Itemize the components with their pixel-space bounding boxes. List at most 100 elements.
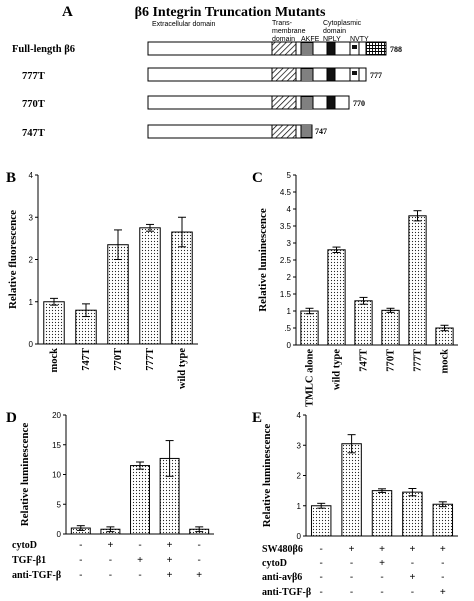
construct-bar — [147, 95, 350, 110]
nvty-mark — [352, 71, 357, 75]
condition-sign: + — [349, 544, 355, 555]
label-nply: NPLY — [323, 36, 341, 43]
y-tick-label: 1 — [297, 502, 302, 511]
condition-sign: - — [441, 558, 444, 569]
condition-sign: + — [440, 587, 446, 598]
category-label: 770T — [386, 349, 397, 372]
condition-sign: - — [350, 558, 353, 569]
condition-label: cytoD — [12, 540, 37, 551]
construct-770t: 770T 770 — [22, 95, 365, 110]
condition-sign: - — [198, 540, 201, 551]
y-tick-label: 20 — [52, 411, 61, 420]
chart-b: 0 1 2 3 4 Relative fluorescence mock 747T 770T 77… — [7, 171, 198, 389]
y-tick-label: 10 — [52, 471, 61, 480]
nply-segment — [326, 67, 336, 82]
condition-sign: - — [380, 587, 383, 598]
condition-label: anti-TGF-β — [262, 587, 311, 598]
condition-sign: - — [411, 558, 414, 569]
construct-end-label: 777 — [370, 71, 382, 80]
construct-777t: 777T 777 — [22, 67, 382, 82]
panel-a: A β6 Integrin Truncation Mutants Extrace… — [12, 4, 402, 139]
condition-sign: - — [320, 587, 323, 598]
y-tick-label: 1 — [29, 298, 34, 307]
c-terminal-segment — [365, 41, 387, 56]
bar — [130, 465, 150, 535]
condition-sign: - — [411, 587, 414, 598]
condition-label: TGF-β1 — [12, 555, 46, 566]
akfe-segment — [300, 124, 313, 139]
construct-747t: 747T 747 — [22, 124, 327, 139]
panel-b-letter: B — [6, 170, 16, 186]
category-label: 777T — [413, 349, 424, 372]
label-nvty: NVTY — [350, 36, 369, 43]
condition-sign: + — [167, 570, 173, 581]
y-tick-label: 15 — [52, 441, 61, 450]
condition-label: SW480β6 — [262, 544, 303, 555]
condition-sign: - — [350, 572, 353, 583]
bar — [310, 505, 332, 537]
condition-sign: + — [440, 544, 446, 555]
akfe-segment — [300, 67, 314, 82]
y-tick-label: 0 — [287, 341, 292, 350]
construct-name: 747T — [22, 128, 45, 139]
akfe-segment — [300, 41, 314, 56]
y-tick-label: 3 — [29, 213, 34, 222]
category-label: mock — [440, 349, 451, 374]
construct-name: 777T — [22, 71, 45, 82]
nply-segment — [326, 41, 336, 56]
condition-sign: - — [320, 558, 323, 569]
label-akfe: AKFE — [301, 36, 320, 43]
y-tick-label: 1 — [287, 307, 292, 316]
condition-sign: - — [198, 555, 201, 566]
label-extracellular: Extracellular domain — [152, 21, 216, 28]
condition-sign: + — [137, 555, 143, 566]
bar — [354, 300, 373, 346]
bar — [432, 503, 454, 537]
panel-c-letter: C — [252, 170, 263, 186]
nply-segment — [326, 95, 336, 110]
condition-sign: + — [379, 544, 385, 555]
condition-sign: + — [167, 555, 173, 566]
y-axis-label: Relative luminescence — [261, 424, 273, 528]
y-tick-label: 2.5 — [280, 256, 292, 265]
bar — [327, 249, 346, 346]
y-axis-label: Relative fluorescence — [7, 210, 19, 309]
category-label: 747T — [81, 348, 92, 371]
category-label: 777T — [145, 348, 156, 371]
bar — [139, 227, 161, 345]
y-tick-label: 3 — [297, 441, 302, 450]
condition-sign: + — [107, 540, 113, 551]
chart-e: 0 1 2 3 4 Relative luminescence SW480β6 - + + + + cy… — [261, 411, 458, 598]
category-label: wild type — [332, 349, 343, 390]
transmembrane-segment — [271, 95, 297, 110]
condition-sign: + — [409, 572, 415, 583]
condition-sign: + — [196, 570, 202, 581]
condition-sign: - — [109, 570, 112, 581]
condition-label: anti-TGF-β — [12, 570, 61, 581]
bar — [371, 490, 393, 537]
y-tick-label: 1.5 — [280, 290, 292, 299]
transmembrane-segment — [271, 124, 297, 139]
bar — [381, 309, 400, 346]
condition-sign: - — [109, 555, 112, 566]
condition-sign: - — [441, 572, 444, 583]
category-label: 770T — [113, 348, 124, 371]
y-tick-label: 4 — [29, 171, 34, 180]
y-tick-label: 2 — [297, 472, 302, 481]
category-label: TMLC alone — [305, 349, 316, 407]
panel-a-letter: A — [62, 4, 73, 20]
condition-sign: + — [409, 544, 415, 555]
y-axis-label: Relative luminescence — [19, 423, 31, 527]
label-cytoplasmic-1: Cytoplasmic — [323, 20, 362, 27]
chart-c: 0 .5 1 1.5 2 2.5 3 3.5 4 4.5 5 Relative luminescenc… — [257, 171, 458, 407]
construct-name: Full-length β6 — [12, 44, 75, 55]
label-transmembrane-1: Trans- — [272, 20, 293, 27]
condition-sign: + — [379, 558, 385, 569]
y-tick-label: 3.5 — [280, 222, 292, 231]
label-transmembrane-2: membrane — [272, 28, 306, 35]
condition-sign: - — [380, 572, 383, 583]
category-label: 747T — [359, 349, 370, 372]
category-label: wild type — [177, 348, 188, 389]
y-tick-label: 0 — [29, 340, 34, 349]
